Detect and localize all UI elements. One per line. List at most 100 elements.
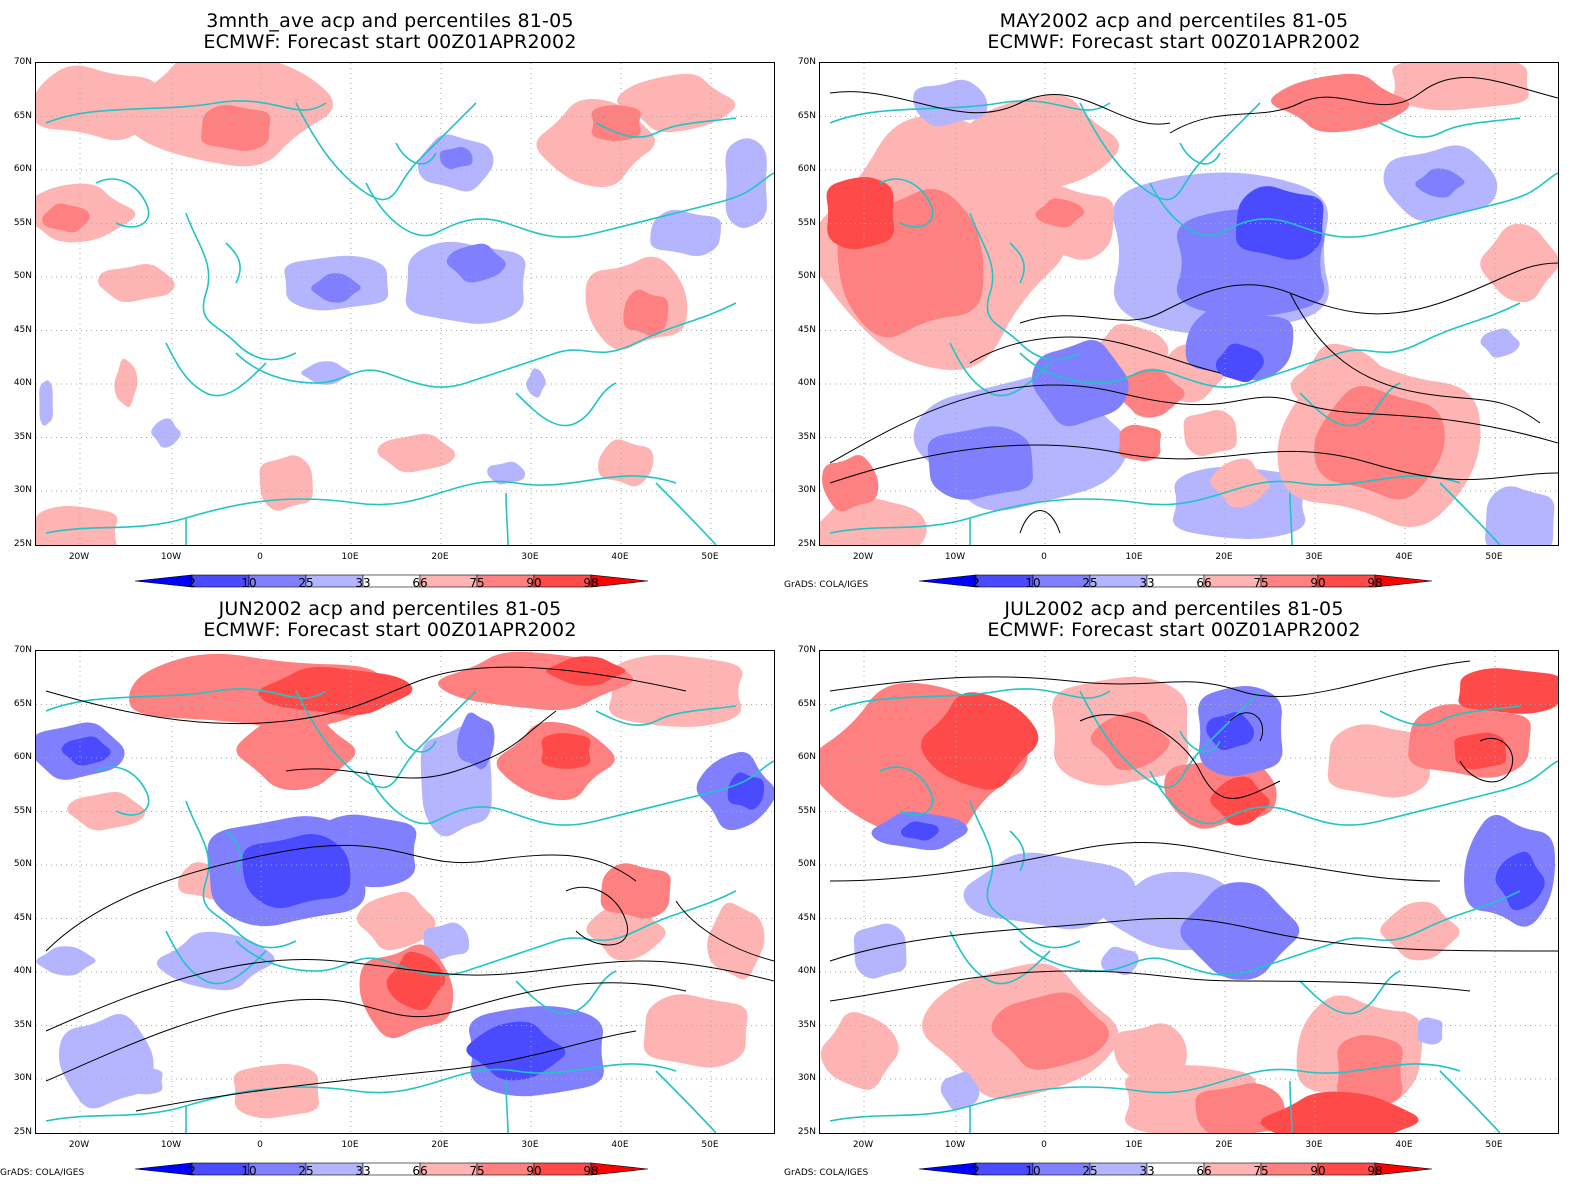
longitude-label: 0: [257, 552, 263, 562]
colorbar-tick-label: 90: [526, 1164, 542, 1178]
below-normal-region: [311, 273, 361, 303]
panel-title-line2: ECMWF: Forecast start 00Z01APR2002: [203, 619, 577, 641]
above-normal-region: [921, 692, 1039, 790]
above-normal-region: [591, 105, 641, 141]
above-normal-region: [546, 656, 626, 686]
contour-lines: [45, 666, 774, 1112]
colorbar-tick-label: 10: [241, 1164, 257, 1178]
panel-title-line1: 3mnth_ave acp and percentiles 81-05: [206, 10, 574, 32]
longitude-label: 0: [1041, 1140, 1047, 1150]
above-normal-region: [258, 666, 413, 716]
colorbar-tick-label: 98: [1367, 576, 1383, 590]
above-normal-region: [1035, 198, 1085, 228]
colorbar-tick-label: 33: [355, 1164, 371, 1178]
colorbar-tick-label: 33: [1139, 576, 1155, 590]
below-normal-region: [242, 834, 351, 909]
colorbar: [134, 1162, 649, 1176]
colorbar: [134, 574, 649, 588]
colorbar-tick-label: 25: [1082, 1164, 1098, 1178]
below-normal-region: [963, 852, 1136, 930]
colorbar-tick-label: 25: [298, 576, 314, 590]
latitude-label: 45N: [13, 324, 32, 335]
colorbar-tick-label: 2: [188, 576, 196, 590]
longitude-label: 10E: [341, 1140, 359, 1150]
colorbar-tick-label: 66: [1196, 576, 1212, 590]
below-normal-region: [725, 138, 767, 228]
below-normal-region: [61, 736, 111, 766]
above-normal-region: [1271, 73, 1410, 133]
above-normal-region: [608, 654, 743, 728]
above-normal-region: [1327, 724, 1432, 798]
above-normal-region: [259, 455, 313, 511]
colorbar-tick-label: 98: [583, 576, 599, 590]
colorbar-high-arrow: [590, 1162, 649, 1176]
latitude-label: 60N: [797, 164, 816, 174]
map-plot-area: [819, 650, 1559, 1134]
latitude-label: 70N: [13, 57, 32, 67]
above-normal-region: [36, 505, 118, 545]
below-normal-region: [439, 146, 473, 170]
latitude-label: 50N: [13, 271, 32, 281]
latitude-label: 30N: [13, 1073, 32, 1083]
graticule: [820, 63, 1558, 545]
graticule: [36, 651, 774, 1133]
above-normal-region: [201, 104, 271, 151]
longitude-label: 10W: [944, 552, 966, 562]
latitude-label: 55N: [797, 805, 816, 816]
longitude-label: 20W: [852, 1140, 874, 1150]
anomaly-map: [36, 63, 774, 545]
below-normal-region: [927, 426, 1033, 500]
below-normal-region: [457, 712, 495, 770]
below-normal-region: [913, 79, 988, 127]
below-normal-region: [487, 461, 526, 485]
above-normal-region: [1314, 386, 1445, 500]
anomaly-map: [820, 63, 1558, 545]
above-normal-region: [820, 1012, 899, 1090]
colorbar-tick-label: 66: [1196, 1164, 1212, 1178]
panel-title-line2: ECMWF: Forecast start 00Z01APR2002: [203, 31, 577, 53]
longitude-label: 30E: [521, 1140, 539, 1150]
latitude-label: 40N: [13, 966, 32, 976]
colorbar-tick-label: 75: [469, 1164, 485, 1178]
longitude-label: 40E: [611, 1140, 629, 1150]
latitude-label: 65N: [797, 110, 816, 121]
above-normal-region: [356, 891, 436, 951]
above-normal-region: [1115, 368, 1185, 418]
latitude-label: 25N: [797, 1127, 816, 1137]
colorbar-tick-label: 10: [1025, 576, 1041, 590]
colorbar-tick-label: 33: [1139, 1164, 1155, 1178]
latitude-label: 30N: [13, 485, 32, 495]
below-normal-region: [1101, 946, 1139, 976]
longitude-label: 50E: [1485, 1140, 1503, 1150]
colorbar-tick-label: 90: [1310, 1164, 1326, 1178]
latitude-label: 70N: [797, 645, 816, 655]
below-normal-region: [526, 368, 546, 398]
longitude-label: 20E: [1215, 1140, 1233, 1150]
below-normal-region: [853, 923, 907, 979]
longitude-label: 20E: [431, 1140, 449, 1150]
below-normal-region: [1485, 486, 1555, 545]
coastlines: [45, 688, 774, 1133]
coastlines: [45, 100, 774, 545]
colorbar-tick-label: 2: [972, 1164, 980, 1178]
longitude-label: 20E: [431, 552, 449, 562]
longitude-label: 10W: [160, 552, 182, 562]
latitude-label: 55N: [13, 217, 32, 228]
below-normal-region: [1495, 851, 1545, 911]
above-normal-region: [1454, 732, 1507, 770]
colorbar-tick-label: 10: [1025, 1164, 1041, 1178]
colorbar-tick-label: 25: [298, 1164, 314, 1178]
colorbar-tick-label: 10: [241, 576, 257, 590]
latitude-label: 25N: [13, 1127, 32, 1137]
longitude-label: 10W: [160, 1140, 182, 1150]
latitude-label: 55N: [797, 217, 816, 228]
below-normal-region: [1206, 712, 1255, 751]
longitude-label: 40E: [611, 552, 629, 562]
coastlines: [829, 688, 1558, 1133]
above-normal-region: [41, 203, 90, 233]
latitude-label: 70N: [797, 57, 816, 67]
above-normal-region: [114, 358, 138, 408]
above-normal-region: [1210, 776, 1270, 826]
latitude-label: 65N: [13, 110, 32, 121]
above-normal-region: [1337, 1035, 1403, 1107]
